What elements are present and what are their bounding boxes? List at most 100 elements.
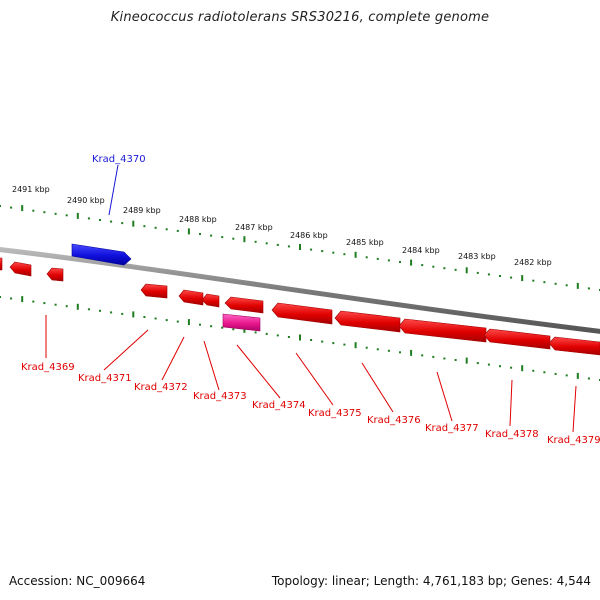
lower-ruler-tick	[221, 326, 224, 329]
upper-ruler-tick	[121, 222, 124, 225]
label-krad-4378[interactable]: Krad_4378	[485, 429, 539, 440]
lower-ruler-tick	[576, 372, 579, 379]
lower-ruler-tick	[199, 323, 201, 326]
lower-ruler-tick	[65, 305, 68, 308]
gene-krad-4368[interactable]	[0, 257, 3, 271]
upper-ruler-tick	[587, 287, 590, 290]
upper-ruler-tick	[232, 237, 235, 240]
gene-krad-4372[interactable]	[178, 289, 204, 306]
lower-ruler-tick	[532, 369, 535, 372]
scale-label-2487: 2487 kbp	[235, 223, 273, 232]
gene-krad-4371[interactable]	[140, 283, 168, 299]
upper-ruler-tick	[410, 259, 413, 266]
callout-line-krad-4379	[572, 385, 577, 433]
scale-label-2486: 2486 kbp	[290, 231, 328, 240]
callout-line-krad-4374	[236, 344, 281, 399]
upper-ruler-tick	[65, 214, 68, 217]
gene-krad-4369-partial[interactable]	[9, 261, 32, 277]
lower-ruler-tick	[43, 302, 46, 305]
upper-ruler-tick	[99, 219, 101, 221]
lower-ruler-tick	[465, 357, 468, 364]
upper-ruler-tick	[443, 267, 446, 270]
label-krad-4370[interactable]: Krad_4370	[92, 154, 146, 165]
lower-ruler-tick	[365, 346, 368, 349]
upper-ruler-tick	[187, 228, 190, 235]
upper-ruler-tick	[576, 282, 579, 289]
lower-ruler-tick	[110, 311, 113, 314]
lower-ruler-tick	[76, 303, 79, 310]
gene-krad-4370[interactable]	[71, 243, 132, 266]
label-krad-4373[interactable]: Krad_4373	[193, 391, 247, 402]
upper-ruler-tick	[343, 253, 346, 256]
upper-ruler-tick	[365, 256, 368, 259]
gene-krad-4373[interactable]	[201, 293, 220, 308]
lower-ruler-tick	[210, 325, 213, 328]
accession-text: Accession: NC_009664	[9, 574, 146, 588]
lower-ruler-tick	[299, 334, 301, 341]
label-krad-4376[interactable]: Krad_4376	[367, 415, 421, 426]
lower-ruler-tick	[543, 371, 546, 374]
lower-ruler-tick	[54, 303, 57, 306]
lower-ruler-tick	[265, 332, 268, 335]
lower-ruler-tick	[232, 328, 235, 331]
lower-ruler-tick	[321, 340, 324, 343]
scale-label-2485: 2485 kbp	[346, 238, 384, 247]
lower-ruler-tick	[332, 342, 335, 345]
callout-line-krad-4377	[436, 371, 453, 422]
upper-ruler-tick	[499, 275, 501, 277]
callout-line-krad-4378	[509, 379, 513, 427]
lower-scale-ruler	[0, 296, 600, 381]
upper-ruler-tick	[310, 248, 313, 251]
upper-ruler-tick	[0, 205, 1, 207]
label-krad-4371[interactable]: Krad_4371	[78, 373, 132, 384]
upper-ruler-tick	[210, 234, 213, 237]
upper-ruler-tick	[287, 245, 290, 248]
upper-ruler-tick	[165, 228, 168, 231]
lower-ruler-tick	[21, 296, 24, 303]
gene-krad-4376[interactable]	[334, 310, 401, 333]
lower-ruler-tick	[443, 357, 446, 360]
lower-ruler-tick	[476, 362, 479, 365]
label-krad-4374[interactable]: Krad_4374	[252, 400, 306, 411]
label-krad-4375[interactable]: Krad_4375	[308, 408, 362, 419]
lower-ruler-tick	[32, 300, 35, 303]
lower-ruler-tick	[254, 331, 257, 334]
gene-krad-4377[interactable]	[398, 318, 487, 343]
lower-ruler-tick	[399, 351, 401, 354]
upper-ruler-tick	[54, 212, 57, 215]
label-krad-4372[interactable]: Krad_4372	[134, 382, 188, 393]
callout-line-krad-4373	[203, 340, 220, 391]
scale-label-2488: 2488 kbp	[179, 215, 217, 224]
upper-ruler-tick	[321, 250, 324, 253]
label-krad-4379[interactable]: Krad_4379	[547, 435, 600, 446]
gene-krad-4374[interactable]	[224, 296, 264, 314]
lower-ruler-tick	[387, 349, 390, 352]
label-krad-4369[interactable]: Krad_4369	[21, 362, 75, 373]
upper-ruler-tick	[454, 268, 457, 271]
lower-ruler-tick	[354, 342, 357, 349]
gene-krad-4379[interactable]	[548, 336, 600, 356]
upper-ruler-tick	[87, 217, 90, 220]
lower-ruler-tick	[0, 296, 1, 298]
upper-ruler-tick	[110, 220, 113, 223]
lower-ruler-tick	[287, 336, 290, 338]
label-krad-4377[interactable]: Krad_4377	[425, 423, 479, 434]
gene-krad-4369[interactable]	[46, 267, 64, 282]
genome-backbone	[0, 247, 600, 334]
gene-krad-4378[interactable]	[483, 328, 551, 350]
upper-ruler-tick	[543, 281, 546, 284]
upper-ruler-tick	[21, 205, 24, 212]
upper-ruler-tick	[565, 284, 568, 287]
callout-line-krad-4370	[108, 164, 119, 216]
lower-ruler-tick	[121, 312, 124, 315]
lower-ruler-tick	[143, 316, 146, 318]
upper-ruler-tick	[487, 273, 490, 276]
scale-label-2483: 2483 kbp	[458, 252, 496, 261]
upper-ruler-tick	[176, 229, 179, 232]
lower-ruler-tick	[521, 365, 524, 372]
lower-ruler-tick	[165, 319, 168, 322]
callout-line-krad-4376	[361, 362, 394, 413]
gene-krad-4375[interactable]	[271, 302, 333, 325]
gene-krad-4374-highlight[interactable]	[222, 313, 261, 332]
